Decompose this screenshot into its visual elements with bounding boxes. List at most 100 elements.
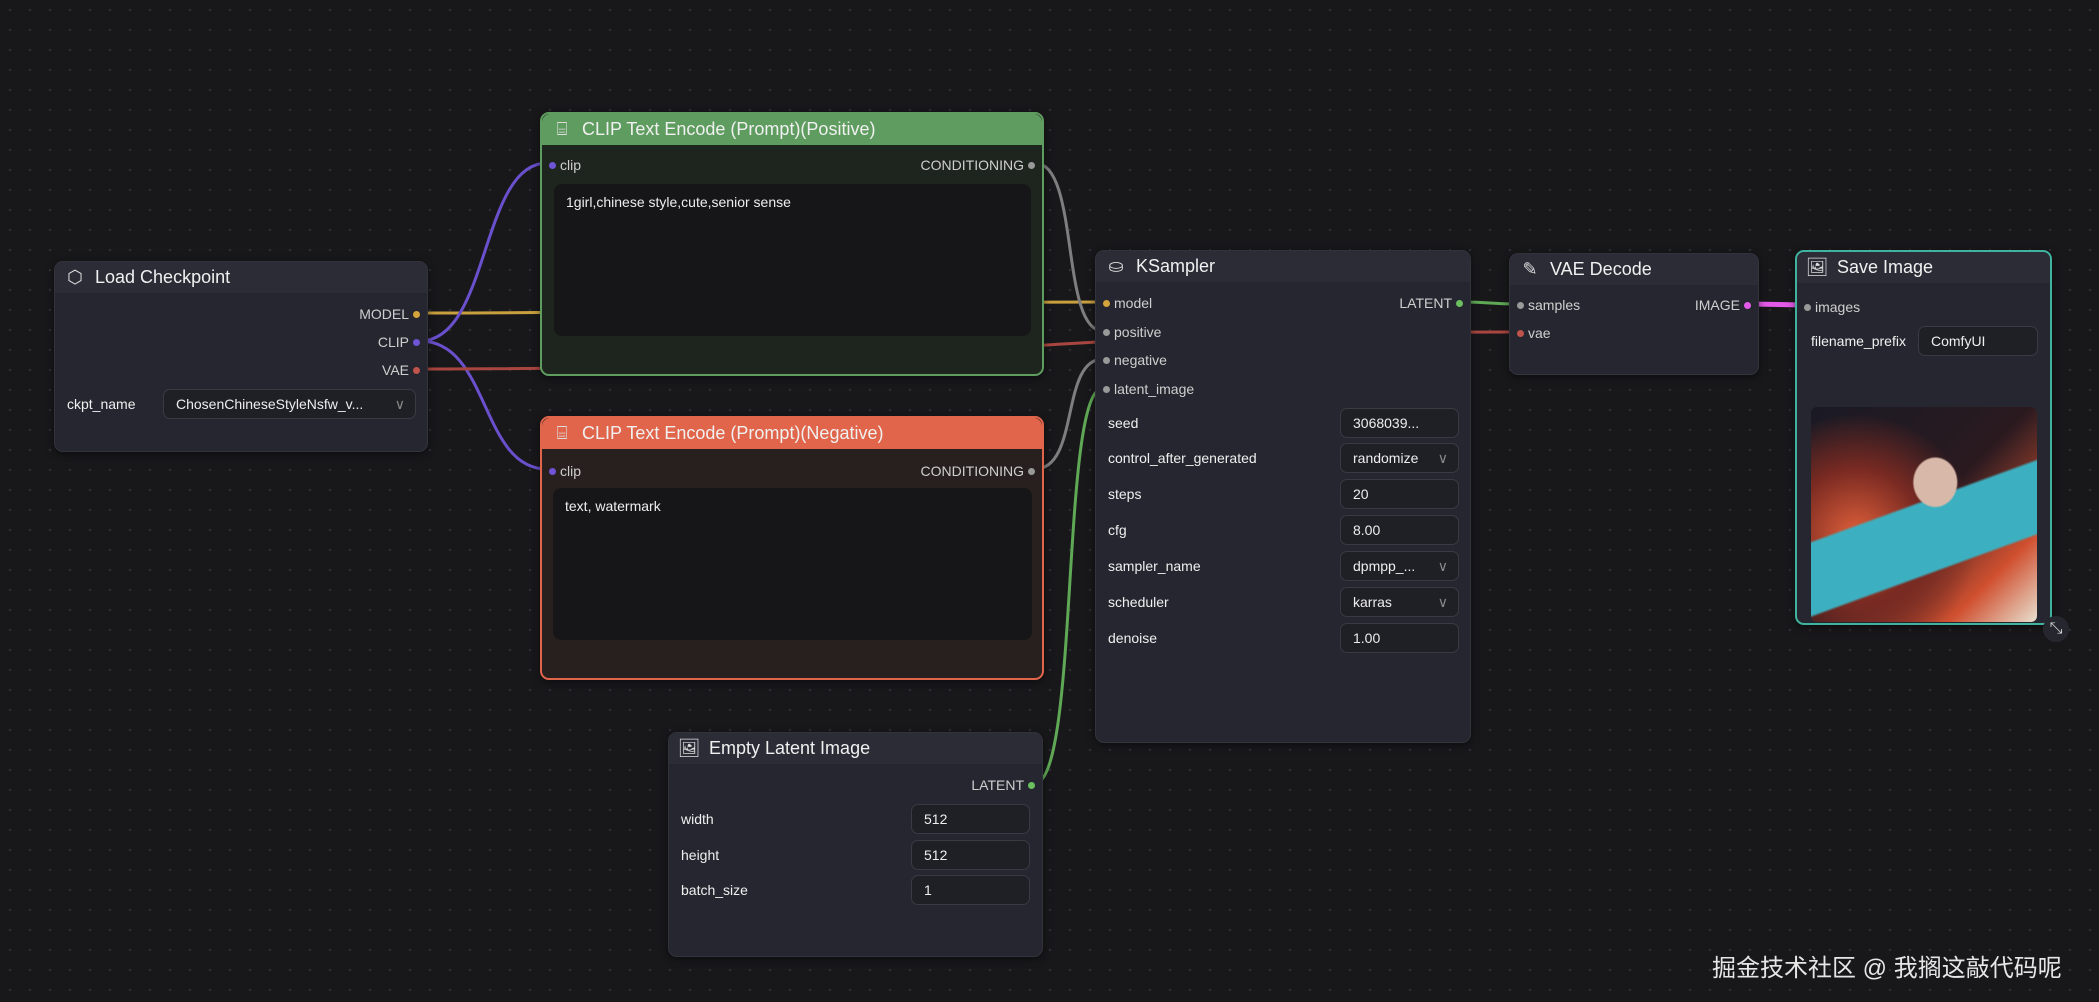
input-model[interactable]: model — [1102, 293, 1152, 313]
width-input[interactable]: 512 — [911, 804, 1030, 834]
prompt-textarea[interactable]: text, watermark — [553, 488, 1032, 640]
link-clip-negative[interactable] — [419, 339, 548, 471]
height-label: height — [681, 847, 720, 863]
port-dot[interactable] — [1744, 302, 1751, 309]
input-label: latent_image — [1114, 381, 1195, 397]
output-latent[interactable]: LATENT — [1399, 293, 1464, 313]
node-title-bar[interactable]: ⌸ CLIP Text Encode (Prompt)(Positive) — [542, 114, 1042, 145]
node-clip-negative[interactable]: ⌸ CLIP Text Encode (Prompt)(Negative) cli… — [540, 416, 1044, 680]
node-title-bar[interactable]: 🖼 Empty Latent Image — [669, 733, 1042, 764]
port-dot[interactable] — [1028, 468, 1035, 475]
width-label: width — [681, 811, 714, 827]
filename-prefix-input[interactable]: ComfyUI — [1918, 326, 2038, 356]
resize-handle-icon[interactable]: ⤡ — [2043, 616, 2069, 642]
scheduler-select[interactable]: karras ∨ — [1340, 587, 1459, 617]
prompt-textarea[interactable]: 1girl,chinese style,cute,senior sense — [554, 184, 1031, 336]
input-latent-image[interactable]: latent_image — [1102, 379, 1194, 399]
input-positive[interactable]: positive — [1102, 322, 1161, 342]
port-dot[interactable] — [1456, 300, 1463, 307]
output-label: IMAGE — [1694, 297, 1740, 313]
port-dot[interactable] — [413, 339, 420, 346]
input-clip[interactable]: clip — [548, 461, 581, 481]
node-empty-latent-image[interactable]: 🖼 Empty Latent Image LATENT width 512 hei… — [668, 732, 1043, 957]
cfg-label: cfg — [1108, 522, 1127, 538]
cfg-input[interactable]: 8.00 — [1340, 515, 1459, 545]
seed-input[interactable]: 3068039... — [1340, 408, 1459, 438]
widget-value: dpmpp_... — [1353, 558, 1416, 574]
prompt-text: 1girl,chinese style,cute,senior sense — [566, 194, 791, 210]
node-load-checkpoint[interactable]: ⬡ Load Checkpoint MODEL CLIP VAE ckpt_nam… — [54, 261, 428, 452]
node-vae-decode[interactable]: ✎ VAE Decode samples IMAGE vae — [1509, 253, 1759, 375]
output-vae[interactable]: VAE — [382, 360, 421, 380]
input-label: negative — [1114, 352, 1167, 368]
port-dot[interactable] — [549, 468, 556, 475]
chevron-down-icon: ∨ — [394, 396, 405, 412]
port-dot[interactable] — [1103, 300, 1110, 307]
port-dot[interactable] — [1103, 357, 1110, 364]
output-label: CONDITIONING — [920, 157, 1024, 173]
node-ksampler[interactable]: ⛀ KSampler model LATENT positive negative… — [1095, 250, 1471, 743]
steps-input[interactable]: 20 — [1340, 479, 1459, 509]
widget-value: 8.00 — [1353, 522, 1381, 538]
port-dot[interactable] — [549, 162, 556, 169]
output-image[interactable]: IMAGE — [1695, 295, 1752, 315]
input-samples[interactable]: samples — [1516, 295, 1580, 315]
control-after-generated-label: control_after_generated — [1108, 450, 1257, 466]
input-clip[interactable]: clip — [548, 155, 581, 175]
widget-value: 20 — [1353, 486, 1369, 502]
port-dot[interactable] — [1103, 329, 1110, 336]
output-label: CLIP — [377, 334, 409, 350]
port-dot[interactable] — [413, 367, 420, 374]
node-title-bar[interactable]: ⬡ Load Checkpoint — [55, 262, 427, 293]
link-conditioning-positive[interactable] — [1034, 161, 1104, 333]
port-dot[interactable] — [1103, 386, 1110, 393]
link-clip-positive[interactable] — [419, 161, 548, 343]
output-image-preview[interactable] — [1811, 407, 2037, 622]
input-label: images — [1815, 299, 1861, 315]
scheduler-label: scheduler — [1108, 594, 1169, 610]
image-icon: 🖼 — [677, 738, 701, 758]
input-label: model — [1114, 295, 1153, 311]
node-save-image[interactable]: 🖼 Save Image images filename_prefix Comfy… — [1795, 250, 2052, 625]
output-clip[interactable]: CLIP — [378, 332, 421, 352]
node-title-bar[interactable]: ⛀ KSampler — [1096, 251, 1470, 282]
cube-icon: ⬡ — [67, 267, 83, 287]
input-negative[interactable]: negative — [1102, 350, 1167, 370]
batch-size-input[interactable]: 1 — [911, 875, 1030, 905]
sampler-name-select[interactable]: dpmpp_... ∨ — [1340, 551, 1459, 581]
node-clip-positive[interactable]: ⌸ CLIP Text Encode (Prompt)(Positive) cli… — [540, 112, 1044, 376]
denoise-input[interactable]: 1.00 — [1340, 623, 1459, 653]
output-model[interactable]: MODEL — [359, 304, 421, 324]
node-title-bar[interactable]: ⌸ CLIP Text Encode (Prompt)(Negative) — [542, 418, 1042, 449]
control-after-generated-select[interactable]: randomize ∨ — [1340, 443, 1459, 473]
port-dot[interactable] — [413, 311, 420, 318]
node-title-bar[interactable]: ✎ VAE Decode — [1510, 254, 1758, 285]
widget-value: 3068039... — [1353, 415, 1420, 431]
port-dot[interactable] — [1517, 330, 1524, 337]
input-label: samples — [1528, 297, 1581, 313]
output-latent[interactable]: LATENT — [971, 775, 1036, 795]
port-dot[interactable] — [1804, 304, 1811, 311]
port-dot[interactable] — [1028, 162, 1035, 169]
input-label: positive — [1114, 324, 1162, 340]
link-latent-empty[interactable] — [1033, 386, 1104, 786]
widget-value: ComfyUI — [1931, 333, 1986, 349]
port-dot[interactable] — [1028, 782, 1035, 789]
widget-value: 1 — [924, 882, 932, 898]
input-images[interactable]: images — [1803, 297, 1860, 317]
input-vae[interactable]: vae — [1516, 323, 1551, 343]
prompt-text: text, watermark — [565, 498, 661, 514]
widget-value: karras — [1353, 594, 1392, 610]
filename-prefix-label: filename_prefix — [1811, 333, 1906, 349]
output-conditioning[interactable]: CONDITIONING — [921, 461, 1036, 481]
link-conditioning-negative[interactable] — [1034, 357, 1104, 471]
text-scan-icon: ⌸ — [556, 423, 568, 443]
height-input[interactable]: 512 — [911, 840, 1030, 870]
ckpt-name-select[interactable]: ChosenChineseStyleNsfw_v... ∨ — [163, 389, 416, 419]
output-label: MODEL — [359, 306, 409, 322]
port-dot[interactable] — [1517, 302, 1524, 309]
output-conditioning[interactable]: CONDITIONING — [921, 155, 1036, 175]
node-title: CLIP Text Encode (Prompt)(Negative) — [582, 423, 884, 443]
node-title-bar[interactable]: 🖼 Save Image — [1797, 252, 2050, 283]
